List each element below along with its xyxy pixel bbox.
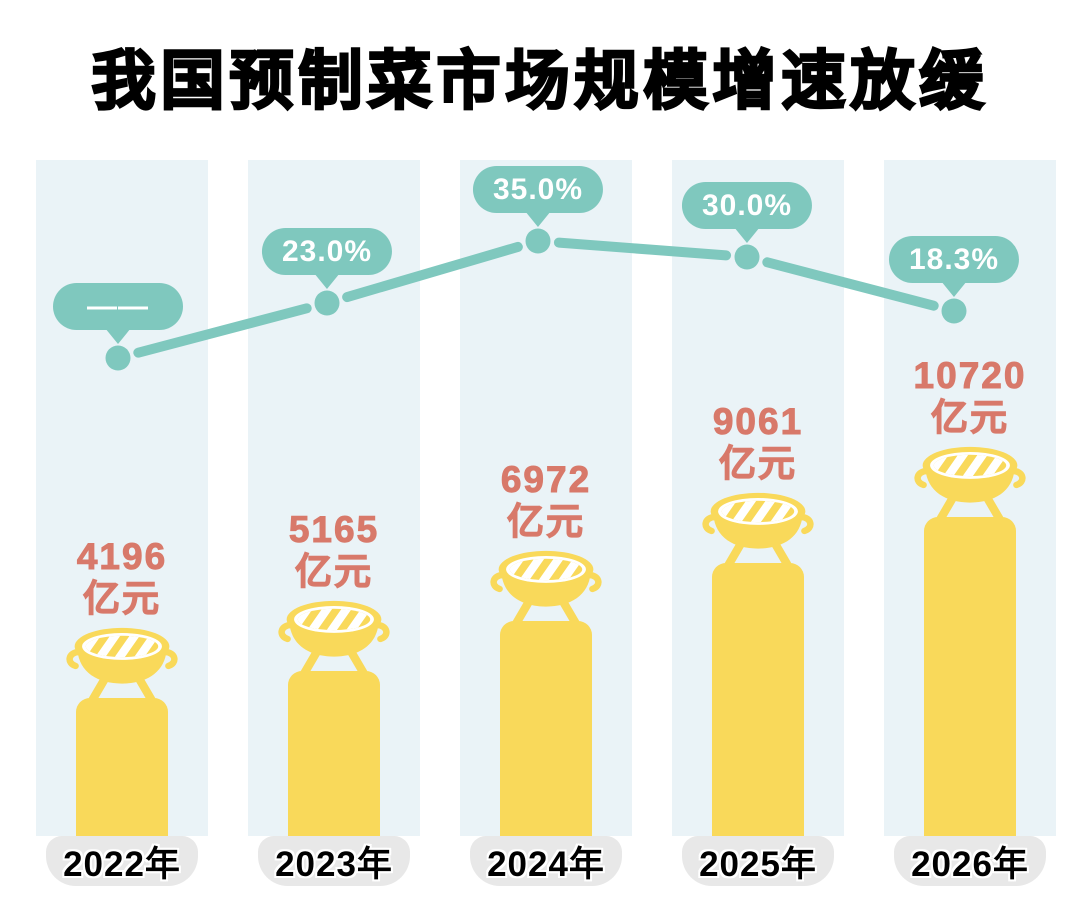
chart-title: 我国预制菜市场规模增速放缓 bbox=[90, 44, 989, 119]
value-unit: 亿元 bbox=[931, 397, 1009, 439]
growth-bubble-2025: 30.0% bbox=[681, 182, 813, 229]
year-pill-2026: 2026年 bbox=[894, 836, 1046, 886]
value-unit: 亿元 bbox=[83, 578, 161, 620]
market-size-bar-2024 bbox=[500, 621, 592, 838]
year-label: 2025年 bbox=[699, 844, 817, 884]
growth-bubble-2024: 35.0% bbox=[472, 166, 604, 213]
value-label-2025: 9061 亿元 bbox=[672, 401, 844, 485]
value-label-2023: 5165 亿元 bbox=[248, 509, 420, 593]
value-unit: 亿元 bbox=[507, 501, 585, 543]
growth-bubble-label: 23.0% bbox=[281, 234, 373, 268]
year-pill-2024: 2024年 bbox=[470, 836, 622, 886]
growth-bubble-2023: 23.0% bbox=[261, 228, 393, 275]
grill-pot-icon bbox=[66, 626, 178, 704]
value-label-2026: 10720 亿元 bbox=[884, 355, 1056, 439]
growth-bubble-2022: —— bbox=[53, 283, 183, 330]
grill-pot-icon bbox=[914, 445, 1026, 523]
year-pill-2023: 2023年 bbox=[258, 836, 410, 886]
market-size-bar-2025 bbox=[712, 563, 804, 838]
grill-pot-icon bbox=[702, 491, 814, 569]
value-label-2022: 4196 亿元 bbox=[36, 536, 208, 620]
market-size-bar-2026 bbox=[924, 517, 1016, 838]
year-pill-2025: 2025年 bbox=[682, 836, 834, 886]
year-label: 2023年 bbox=[275, 844, 393, 884]
market-size-bar-2023 bbox=[288, 671, 380, 838]
value-label-2024: 6972 亿元 bbox=[460, 459, 632, 543]
market-size-bar-2022 bbox=[76, 698, 168, 838]
value-unit: 亿元 bbox=[295, 551, 373, 593]
year-label: 2026年 bbox=[911, 844, 1029, 884]
grill-pot-icon bbox=[278, 599, 390, 677]
year-label: 2022年 bbox=[63, 844, 181, 884]
grill-pot-icon bbox=[490, 549, 602, 627]
value-unit: 亿元 bbox=[719, 443, 797, 485]
value-number: 10720 bbox=[913, 355, 1027, 397]
value-number: 6972 bbox=[500, 459, 592, 501]
year-pill-2022: 2022年 bbox=[46, 836, 198, 886]
growth-bubble-label: 18.3% bbox=[908, 242, 1000, 276]
value-number: 9061 bbox=[712, 401, 804, 443]
growth-bubble-label: —— bbox=[87, 289, 149, 323]
year-label: 2024年 bbox=[487, 844, 605, 884]
value-number: 4196 bbox=[76, 536, 168, 578]
growth-bubble-label: 30.0% bbox=[701, 188, 793, 222]
growth-bubble-label: 35.0% bbox=[492, 172, 584, 206]
growth-bubble-2026: 18.3% bbox=[888, 236, 1020, 283]
value-number: 5165 bbox=[288, 509, 380, 551]
